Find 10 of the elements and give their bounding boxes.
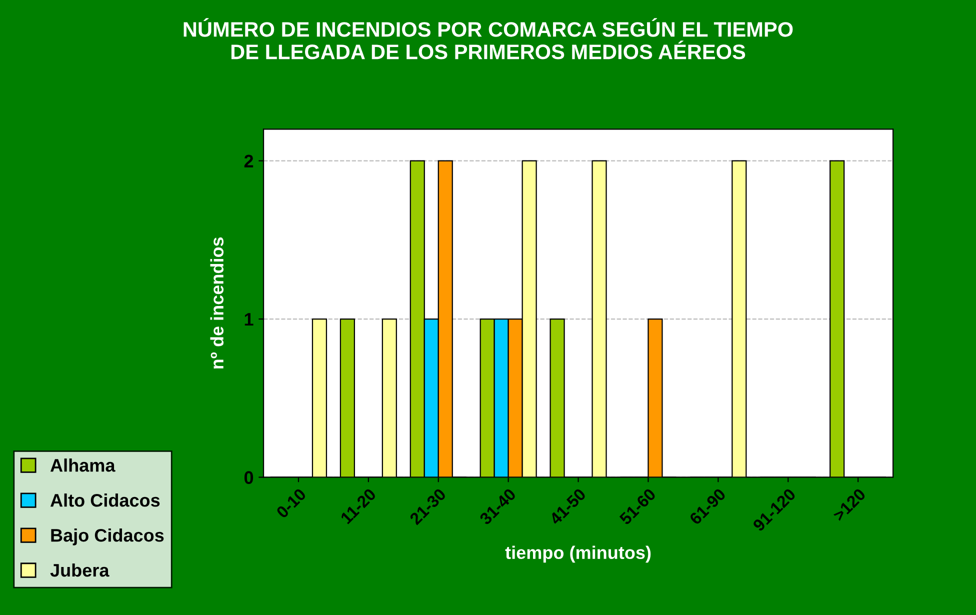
- x-axis-title: tiempo (minutos): [505, 546, 651, 563]
- legend-label: Alto Cidacos: [50, 494, 160, 507]
- y-tick-label: 0: [244, 471, 254, 484]
- chart-title: NÚMERO DE INCENDIOS POR COMARCA SEGÚN EL TIEMPO DE LLEGADA DE LOS PRIMEROS MEDIOS AÉREOS: [184, 18, 793, 60]
- legend-label: Bajo Cidacos: [51, 528, 164, 546]
- y-tick-label: 1: [244, 313, 254, 326]
- y-axis-title: nº de incendios: [210, 237, 224, 368]
- legend-label: Alhama: [50, 458, 116, 472]
- legend-label: Jubera: [50, 563, 110, 577]
- y-tick-label: 2: [244, 154, 254, 168]
